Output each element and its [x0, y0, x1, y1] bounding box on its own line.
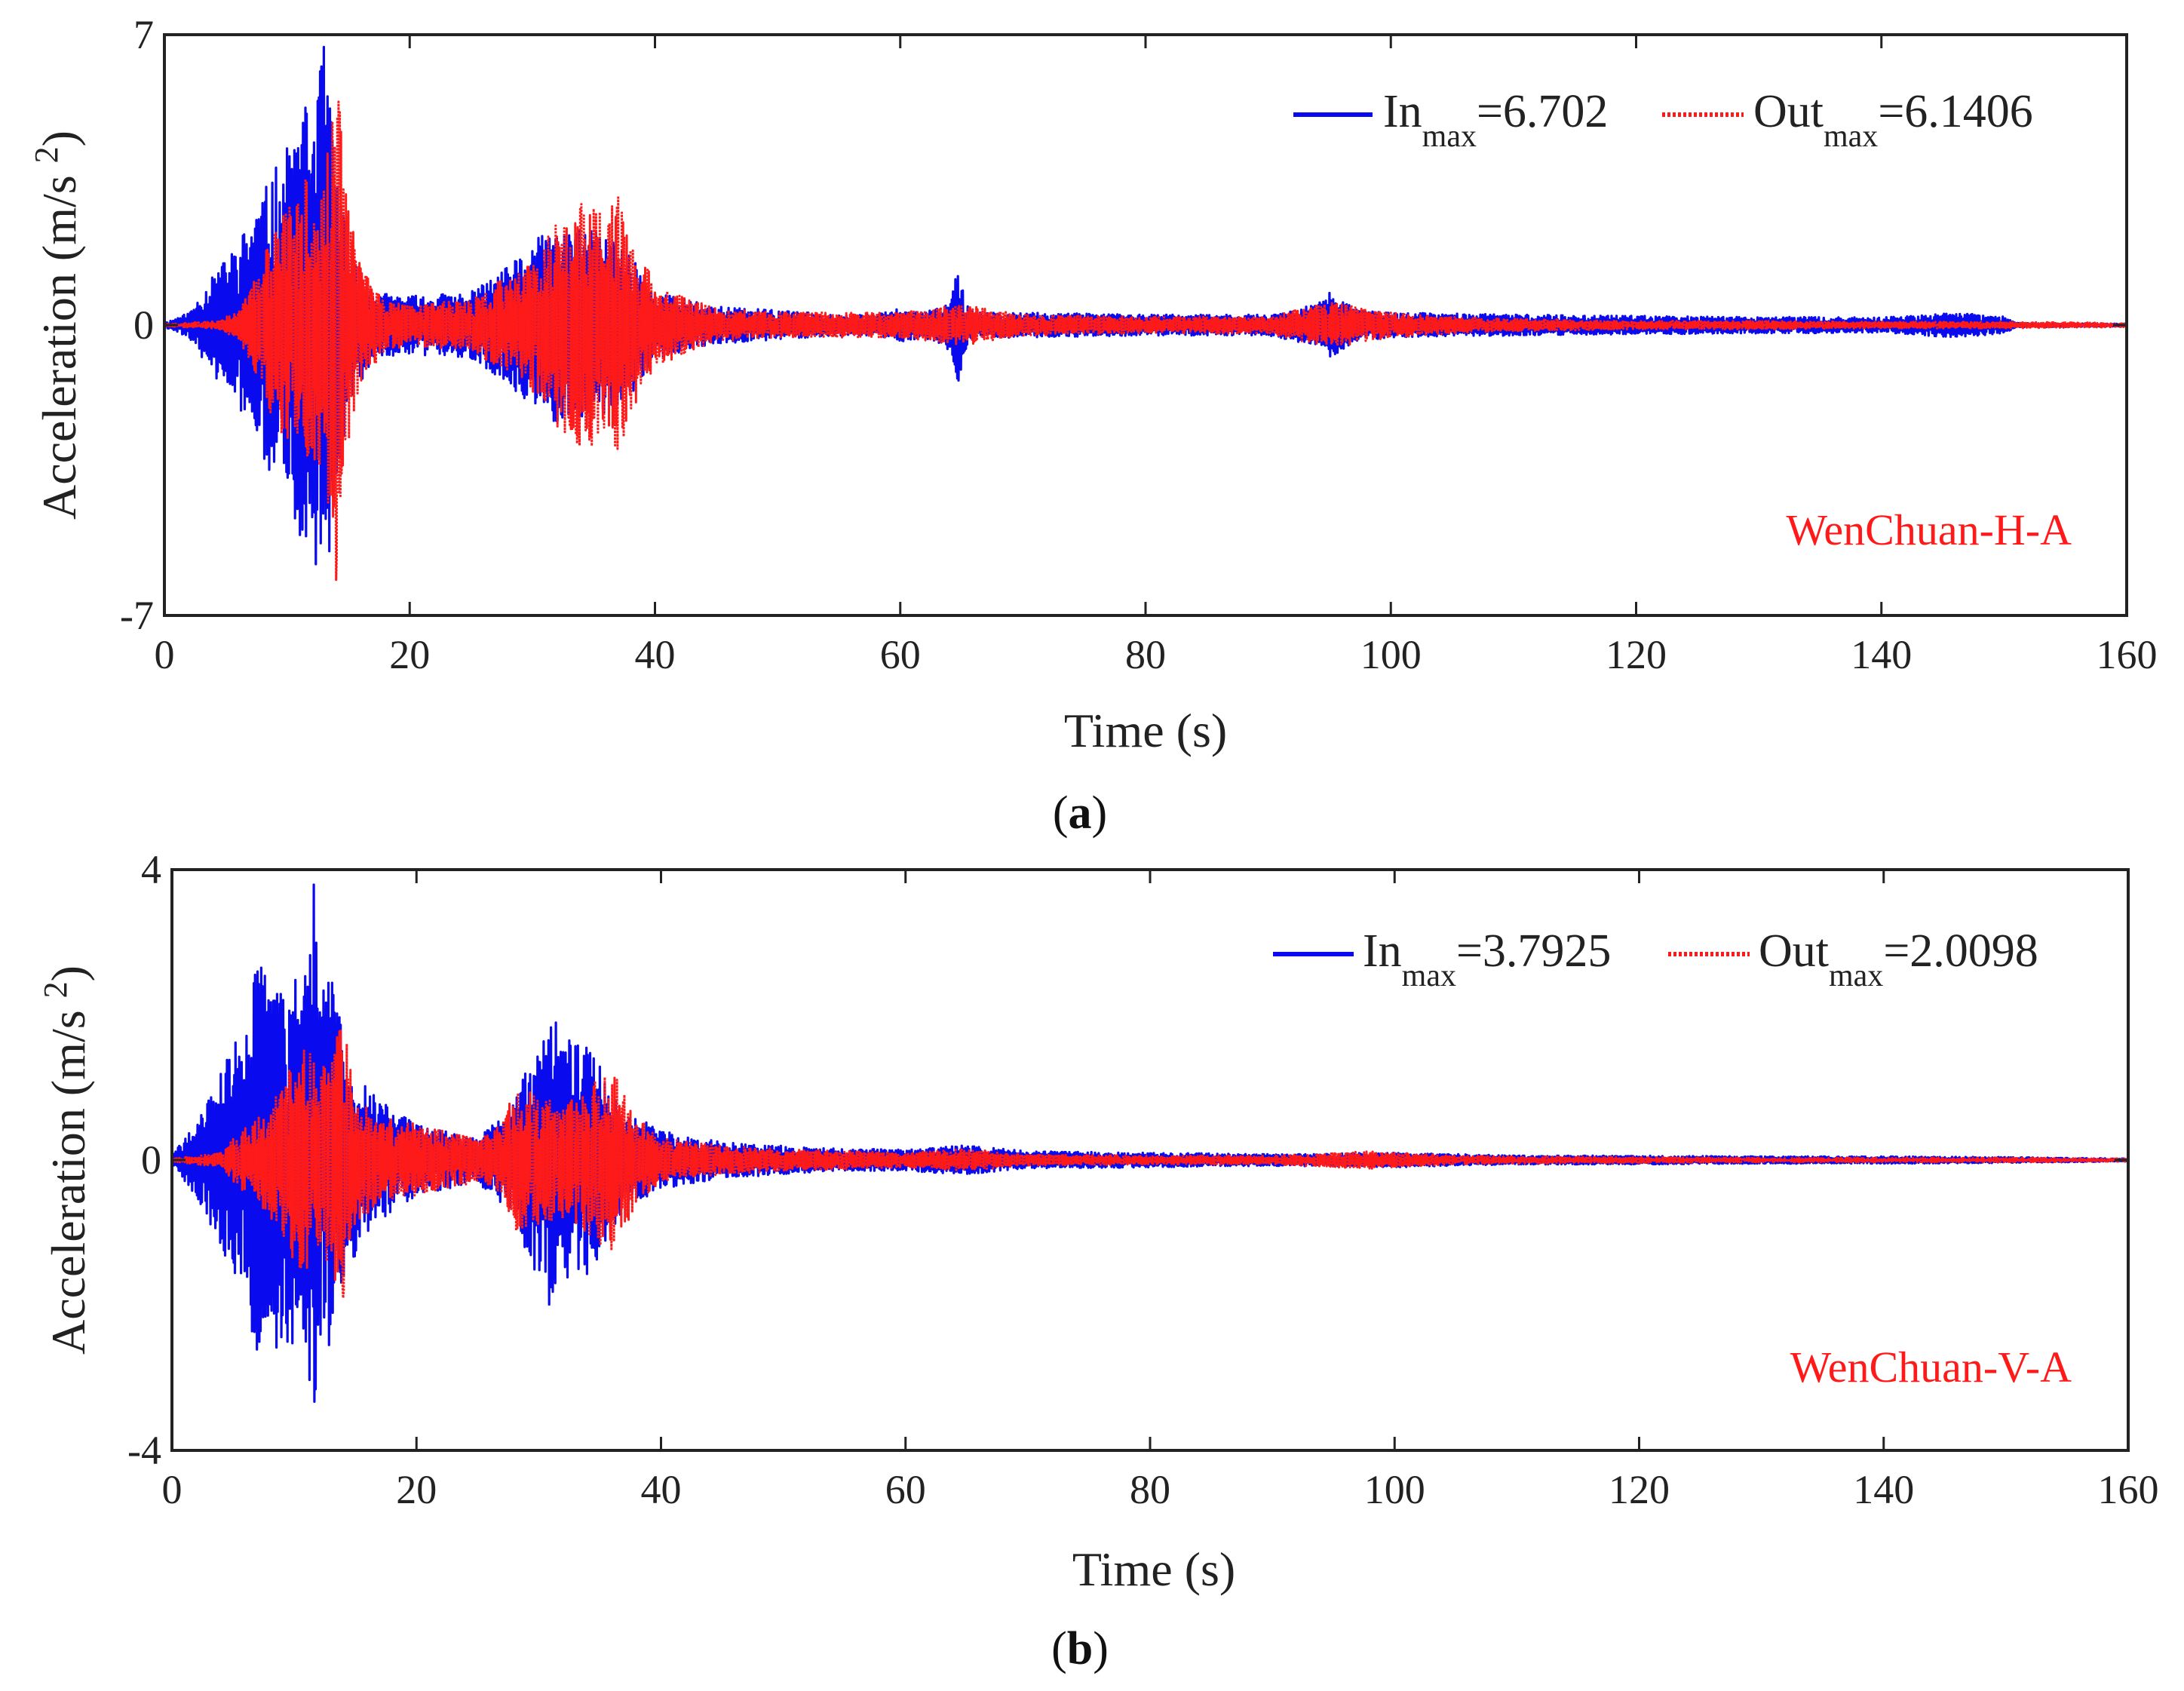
legend-in-label: Inmax=3.7925 — [1363, 925, 1611, 993]
x-tick-label: 80 — [1130, 1467, 1170, 1512]
x-tick-label: 0 — [155, 632, 175, 677]
y-tick-label: 0 — [133, 302, 154, 348]
x-tick-label: 160 — [2097, 632, 2158, 677]
panel-a-traces — [163, 45, 2127, 582]
legend-out-label: Outmax=2.0098 — [1759, 925, 2038, 993]
x-tick-label: 40 — [641, 1467, 682, 1512]
x-tick-label: 20 — [396, 1467, 437, 1512]
series-out-line — [163, 100, 2127, 582]
panel-a-ticks: 0 20 40 60 80 100 120 140 160-707 — [120, 12, 2157, 677]
panel-b-ylabel: Acceleration (m/s 2) — [37, 965, 95, 1355]
x-tick-label: 20 — [389, 632, 430, 677]
legend-in-label: Inmax=6.702 — [1383, 86, 1608, 154]
panel-a-annotation: WenChuan-H-A — [1786, 505, 2072, 554]
y-tick-label: 7 — [133, 12, 154, 57]
x-tick-label: 120 — [1606, 632, 1667, 677]
x-tick-label: 140 — [1853, 1467, 1914, 1512]
panel-b: 0 20 40 60 80 100 120 140 160-404 Acceleration (… — [37, 847, 2159, 1674]
x-tick-label: 60 — [885, 1467, 926, 1512]
panel-a-legend: Inmax=6.702 Outmax=6.1406 — [1293, 86, 2033, 154]
panel-b-legend: Inmax=3.7925 Outmax=2.0098 — [1273, 925, 2038, 993]
panel-b-xlabel: Time (s) — [1072, 1542, 1235, 1596]
y-tick-label: -4 — [127, 1428, 161, 1473]
legend-out-label: Outmax=6.1406 — [1753, 86, 2033, 154]
x-tick-label: 160 — [2098, 1467, 2159, 1512]
y-tick-label: 4 — [141, 847, 161, 892]
x-tick-label: 40 — [635, 632, 676, 677]
x-tick-label: 140 — [1851, 632, 1912, 677]
x-tick-label: 100 — [1360, 632, 1422, 677]
panel-b-caption: (b) — [1051, 1623, 1109, 1674]
panel-a: 0 20 40 60 80 100 120 140 160-707 Acceleration (… — [28, 12, 2158, 839]
x-tick-label: 120 — [1609, 1467, 1670, 1512]
x-tick-label: 60 — [880, 632, 921, 677]
panel-a-ylabel: Acceleration (m/s 2) — [28, 130, 86, 520]
panel-a-xlabel: Time (s) — [1064, 704, 1227, 757]
panel-b-annotation: WenChuan-V-A — [1790, 1343, 2072, 1392]
y-tick-label: 0 — [141, 1137, 161, 1183]
panel-a-caption: (a) — [1053, 787, 1107, 839]
x-tick-label: 100 — [1364, 1467, 1425, 1512]
x-tick-label: 0 — [162, 1467, 183, 1512]
x-tick-label: 80 — [1125, 632, 1166, 677]
panel-b-traces — [170, 883, 2129, 1404]
y-tick-label: -7 — [120, 593, 154, 638]
panel-b-ticks: 0 20 40 60 80 100 120 140 160-404 — [127, 847, 2158, 1512]
series-out-line — [170, 1030, 2129, 1300]
